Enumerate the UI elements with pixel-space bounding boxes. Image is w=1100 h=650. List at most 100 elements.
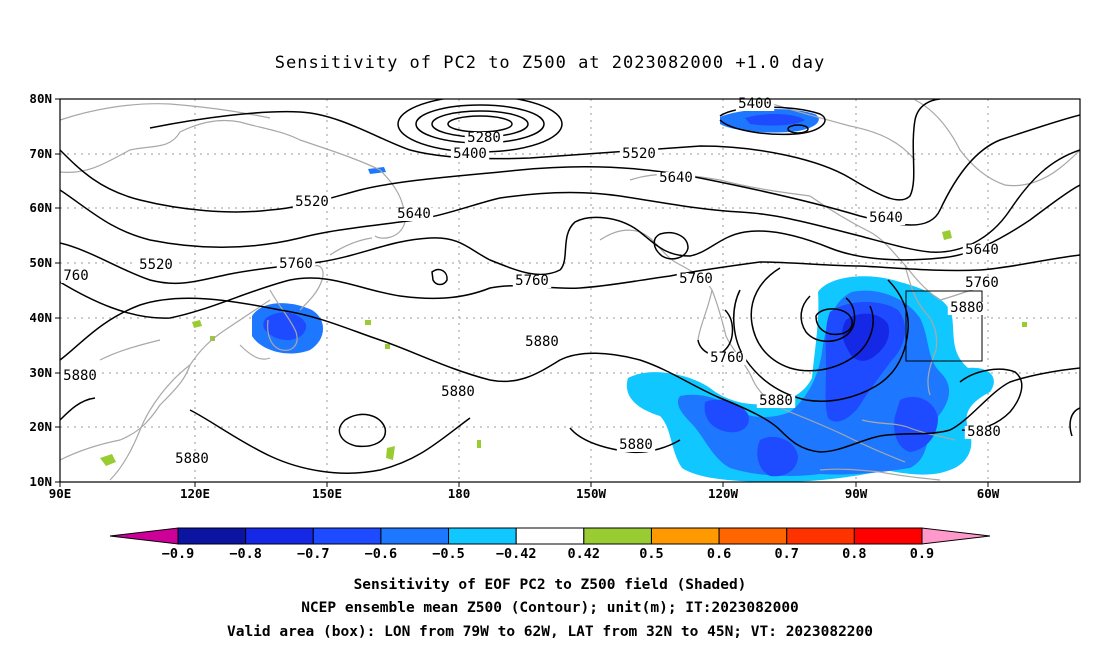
contour-label: 5520 bbox=[295, 194, 329, 210]
contour-label-bg bbox=[656, 172, 696, 185]
colorbar-label: 0.42 bbox=[568, 546, 601, 562]
contour-label-bg bbox=[136, 259, 176, 272]
colorbar-box bbox=[583, 527, 652, 545]
colorbar-box bbox=[312, 527, 382, 545]
contour-label: 5880 bbox=[525, 334, 559, 350]
colorbar-box bbox=[177, 527, 247, 545]
contour-label-bg bbox=[616, 439, 656, 452]
valid-area-box bbox=[905, 290, 983, 362]
contour-label: 5760 bbox=[710, 350, 744, 366]
contour-label: 5520 bbox=[622, 146, 656, 162]
caption-line-3: Valid area (box): LON from 79W to 62W, L… bbox=[227, 624, 873, 640]
shade-green-5 bbox=[192, 320, 202, 328]
shade-japan-inner bbox=[263, 312, 307, 341]
shade-green-6 bbox=[365, 320, 371, 325]
lat-tick-label: 10N bbox=[29, 474, 52, 489]
lat-tick-label: 60N bbox=[29, 200, 52, 215]
contour-label: 5760 bbox=[279, 256, 313, 272]
colorbar-high-triangle bbox=[921, 527, 991, 545]
contour-label: 5640 bbox=[965, 242, 999, 258]
contour-label: 760 bbox=[63, 268, 88, 284]
contour-label-bg bbox=[172, 453, 212, 466]
sensitivity-shading bbox=[100, 108, 1027, 482]
contour-label-bg bbox=[676, 273, 716, 286]
contour-label-bg bbox=[292, 196, 332, 209]
lon-tick-label: 180 bbox=[448, 486, 471, 501]
contour-label: 5880 bbox=[175, 451, 209, 467]
figure-title: Sensitivity of PC2 to Z500 at 2023082000… bbox=[275, 53, 826, 73]
lon-tick-label: 150W bbox=[576, 486, 607, 501]
caption-line-2: NCEP ensemble mean Z500 (Contour); unit(… bbox=[301, 600, 799, 616]
colorbar-box bbox=[448, 527, 517, 545]
contour-label-bg bbox=[276, 258, 316, 271]
lon-tick-label: 150E bbox=[312, 486, 342, 501]
colorbar-box bbox=[515, 527, 585, 545]
colorbar-label: −0.6 bbox=[365, 546, 398, 562]
contour-label-bg bbox=[394, 208, 434, 221]
shade-mexico-strong bbox=[704, 399, 749, 433]
colorbar-box bbox=[380, 527, 450, 545]
contour-label: 5520 bbox=[139, 257, 173, 273]
contour-label: 5880 bbox=[63, 368, 97, 384]
shade-green-8 bbox=[210, 336, 215, 341]
contour-label-bg bbox=[61, 270, 91, 283]
contour-label-bg bbox=[962, 244, 1002, 257]
contour-label-bg bbox=[964, 426, 1004, 439]
colorbar-label: 0.6 bbox=[707, 546, 731, 562]
colorbar-box bbox=[245, 527, 314, 545]
contour-label: 5760 bbox=[965, 275, 999, 291]
colorbar-label: −0.7 bbox=[297, 546, 330, 562]
contour-label: 5880 bbox=[950, 300, 984, 316]
lat-tick-label: 70N bbox=[29, 146, 52, 161]
contour-label: 5640 bbox=[659, 170, 693, 186]
lon-tick-label: 120W bbox=[708, 486, 739, 501]
shade-green-1 bbox=[100, 454, 116, 466]
contour-label-bg bbox=[707, 352, 747, 365]
shade-south-strong bbox=[757, 436, 798, 477]
lat-tick-label: 80N bbox=[29, 91, 52, 106]
colorbar-box bbox=[786, 527, 855, 545]
lon-tick-label: 60W bbox=[977, 486, 1000, 501]
shade-green-7 bbox=[385, 344, 390, 349]
contour-label: 5760 bbox=[515, 273, 549, 289]
colorbar-label: −0.8 bbox=[229, 546, 262, 562]
contour-label-bg bbox=[866, 212, 906, 225]
shade-green-4 bbox=[942, 230, 952, 240]
lat-tick-label: 20N bbox=[29, 419, 52, 434]
lat-tick-label: 50N bbox=[29, 255, 52, 270]
colorbar-label: −0.5 bbox=[432, 546, 465, 562]
contour-label: 5400 bbox=[453, 146, 487, 162]
colorbar-low-triangle bbox=[109, 527, 179, 545]
contour-label: 5880 bbox=[759, 393, 793, 409]
contour-label-bg bbox=[522, 336, 562, 349]
map-frame bbox=[59, 98, 1081, 483]
shade-green-9 bbox=[1022, 322, 1027, 327]
colorbar-label: 0.7 bbox=[775, 546, 799, 562]
contour-label-bg bbox=[512, 275, 552, 288]
map-gridlines bbox=[60, 99, 1080, 482]
colorbar-box bbox=[718, 527, 788, 545]
contour-label: 5400 bbox=[738, 96, 772, 112]
lat-tick-label: 40N bbox=[29, 310, 52, 325]
contour-label-bg bbox=[464, 132, 504, 145]
colorbar-box bbox=[853, 527, 923, 545]
contour-label-bg bbox=[450, 148, 490, 161]
colorbar-label: 0.5 bbox=[639, 546, 663, 562]
lon-tick-label: 120E bbox=[180, 486, 210, 501]
contour-label-bg bbox=[619, 148, 659, 161]
shade-green-2 bbox=[386, 446, 395, 460]
contour-label-bg bbox=[962, 277, 1002, 290]
contour-label-bg bbox=[735, 98, 775, 111]
contour-label-bg bbox=[438, 386, 478, 399]
colorbar-label: −0.42 bbox=[496, 546, 537, 562]
contour-label-bg bbox=[60, 370, 100, 383]
contour-label: 5280 bbox=[467, 130, 501, 146]
colorbar-label: 0.9 bbox=[910, 546, 934, 562]
colorbar-label: 0.8 bbox=[842, 546, 866, 562]
z500-contours bbox=[60, 99, 1080, 474]
shade-arctic-inner bbox=[745, 114, 805, 126]
lon-tick-label: 90W bbox=[845, 486, 868, 501]
